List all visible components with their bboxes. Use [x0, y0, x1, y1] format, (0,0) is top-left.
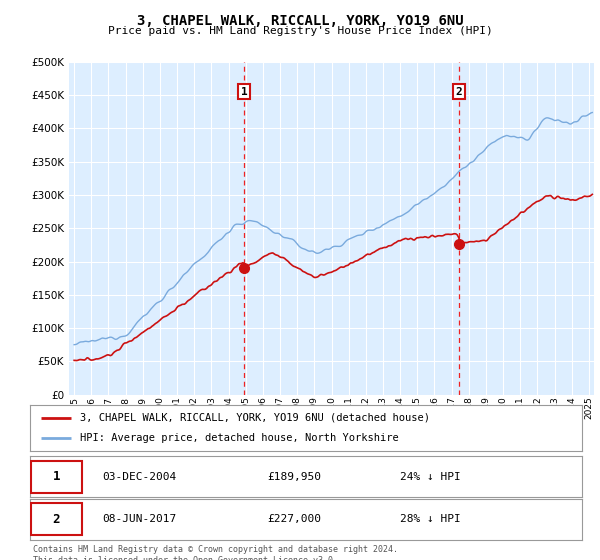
Text: 24% ↓ HPI: 24% ↓ HPI: [400, 472, 461, 482]
Text: HPI: Average price, detached house, North Yorkshire: HPI: Average price, detached house, Nort…: [80, 433, 398, 443]
FancyBboxPatch shape: [31, 461, 82, 493]
Text: 3, CHAPEL WALK, RICCALL, YORK, YO19 6NU (detached house): 3, CHAPEL WALK, RICCALL, YORK, YO19 6NU …: [80, 413, 430, 423]
Text: £189,950: £189,950: [268, 472, 322, 482]
Text: 2: 2: [53, 513, 60, 526]
Text: 08-JUN-2017: 08-JUN-2017: [102, 515, 176, 524]
Text: 3, CHAPEL WALK, RICCALL, YORK, YO19 6NU: 3, CHAPEL WALK, RICCALL, YORK, YO19 6NU: [137, 14, 463, 28]
Text: Contains HM Land Registry data © Crown copyright and database right 2024.
This d: Contains HM Land Registry data © Crown c…: [33, 545, 398, 560]
Text: Price paid vs. HM Land Registry's House Price Index (HPI): Price paid vs. HM Land Registry's House …: [107, 26, 493, 36]
Text: 1: 1: [241, 87, 248, 96]
FancyBboxPatch shape: [31, 503, 82, 535]
Text: 03-DEC-2004: 03-DEC-2004: [102, 472, 176, 482]
Text: £227,000: £227,000: [268, 515, 322, 524]
Text: 2: 2: [456, 87, 463, 96]
Text: 28% ↓ HPI: 28% ↓ HPI: [400, 515, 461, 524]
Text: 1: 1: [53, 470, 60, 483]
